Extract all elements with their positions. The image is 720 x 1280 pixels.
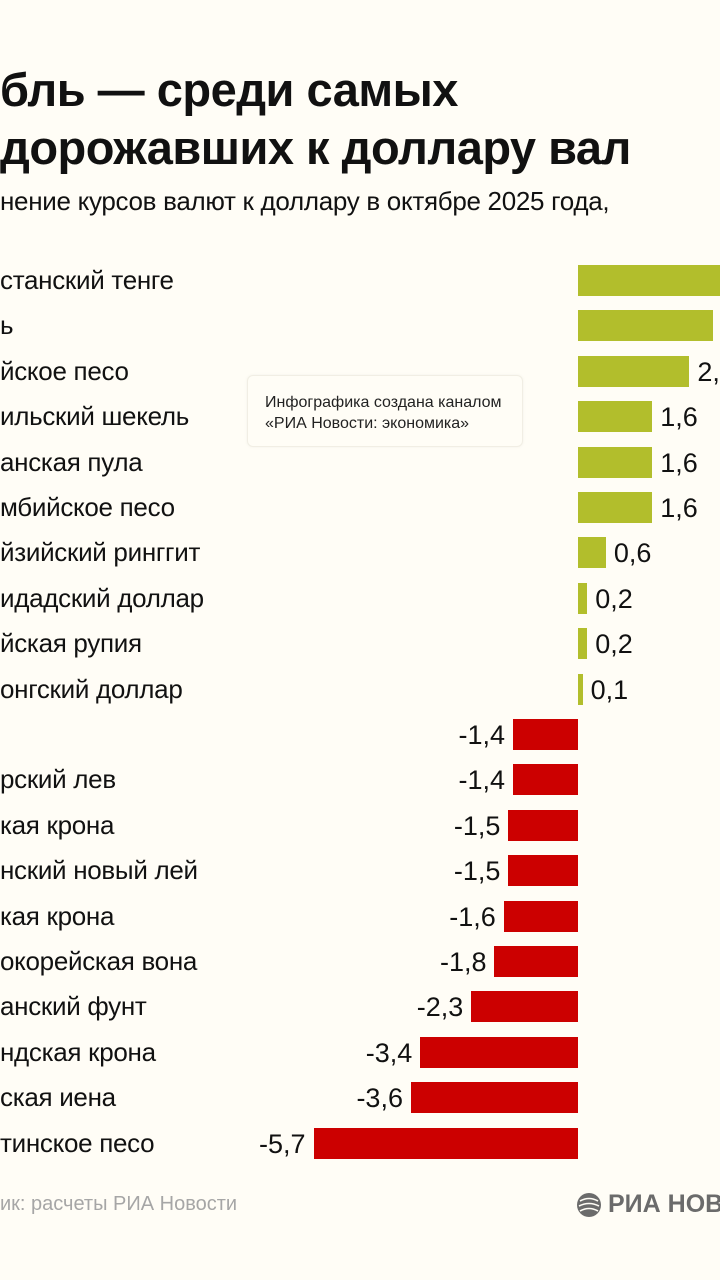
chart-title-line-1: бль — среди самых [0, 63, 458, 116]
category-label: идадский доллар [0, 582, 204, 613]
data-label: 0,6 [613, 538, 652, 569]
category-label: рский лев [0, 764, 116, 795]
data-label: -3,6 [356, 1083, 403, 1114]
bar-positive [578, 446, 653, 478]
bar-positive [578, 310, 713, 342]
bar-negative [513, 764, 578, 796]
data-label: -1,5 [453, 856, 501, 887]
bar-negative [503, 900, 578, 932]
note-line-1: Инфографика создана каналом [265, 394, 502, 411]
bar-positive [578, 673, 583, 705]
category-label: окорейская вона [0, 946, 198, 976]
category-label: анский фунт [0, 991, 147, 1022]
category-label: мбийское песо [0, 492, 175, 522]
data-label: -1,5 [453, 810, 501, 841]
chart-title-line-2: дорожавших к доллару вал [0, 121, 631, 174]
note-line-2: «РИА Новости: экономика» [265, 415, 470, 432]
globe-logo-icon [577, 1192, 601, 1217]
data-label: 0,2 [595, 629, 633, 660]
data-label: -2,3 [416, 992, 464, 1023]
bar-positive [578, 355, 690, 387]
category-label: ская иена [0, 1082, 116, 1113]
bar-positive [578, 492, 653, 523]
category-label: йзийский ринггит [0, 537, 201, 568]
bar-positive [578, 265, 720, 296]
data-label: -3,4 [365, 1037, 413, 1068]
category-label: станский тенге [0, 265, 174, 295]
data-label: 0,2 [595, 583, 633, 614]
data-label: 1,6 [660, 493, 698, 523]
data-label: -1,8 [439, 947, 487, 977]
bar-negative [508, 809, 578, 841]
category-label: нский новый лей [0, 855, 198, 886]
category-label: тинское песо [0, 1127, 155, 1158]
category-label: кая крона [0, 809, 115, 840]
bar-negative [410, 1082, 578, 1114]
ria-logo: РИА НОВ [576, 1190, 720, 1219]
bar-positive [578, 537, 606, 569]
data-label: 2, [697, 356, 720, 387]
bar-negative [471, 991, 578, 1023]
category-label: йская рупия [0, 628, 142, 659]
bar-positive [578, 582, 588, 614]
bar-positive [578, 401, 653, 433]
category-label: анская пула [0, 446, 143, 477]
category-label: ь [0, 310, 14, 341]
watermark-note: Инфографика создана каналом «РИА Новости… [247, 375, 523, 447]
bar-negative [494, 946, 578, 977]
bar-positive [578, 628, 588, 660]
category-label: йское песо [0, 355, 129, 386]
chart-subtitle: нение курсов валют к доллару в октябре 2… [0, 186, 610, 216]
bar-negative [508, 855, 578, 887]
data-label: 1,6 [660, 402, 698, 433]
data-label: -5,7 [259, 1128, 306, 1159]
data-label: 1,6 [660, 447, 698, 478]
data-label: 0,1 [590, 674, 629, 705]
data-label: -1,4 [458, 765, 506, 796]
bar-negative [313, 1127, 578, 1159]
bar-negative [420, 1036, 578, 1068]
category-label: кая крона [0, 900, 115, 931]
category-label: ильский шекель [0, 401, 189, 432]
bar-negative [513, 719, 578, 750]
data-label: -1,6 [449, 901, 496, 932]
logo-text: РИА НОВ [608, 1190, 720, 1218]
category-label: онгский доллар [0, 673, 183, 704]
category-label: ндская крона [0, 1036, 156, 1067]
source-text: ик: расчеты РИА Новости [0, 1193, 238, 1215]
data-label: -1,4 [458, 720, 506, 750]
